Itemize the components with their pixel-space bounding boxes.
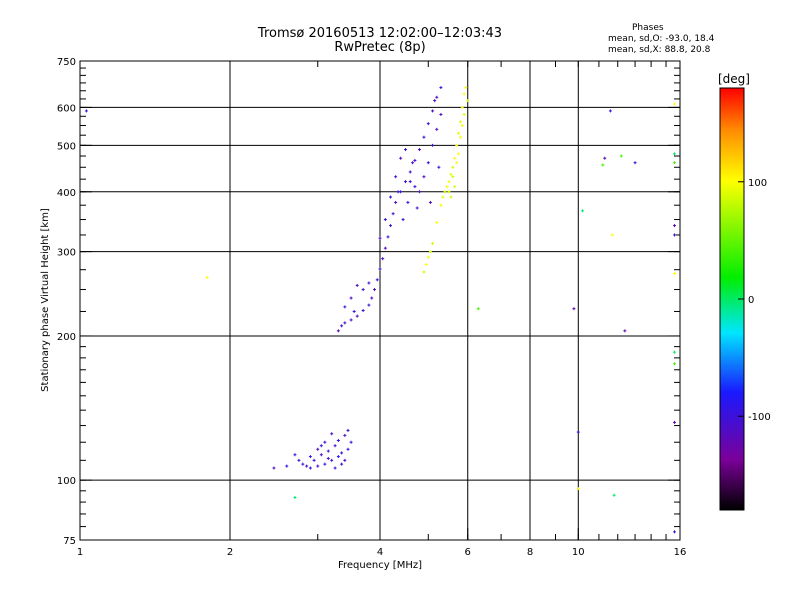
y-axis-label: Stationary phase Virtual Height [km] xyxy=(40,208,51,392)
colorbar-tick-label: 0 xyxy=(748,295,754,306)
y-tick-label: 100 xyxy=(57,476,76,487)
plot-frame xyxy=(79,60,681,541)
grid-lines xyxy=(80,61,680,540)
data-points xyxy=(84,86,677,534)
colorbar-label: [deg] xyxy=(718,72,750,86)
y-tick-label: 600 xyxy=(57,103,76,114)
colorbar-tick-label: 100 xyxy=(748,178,767,189)
colorbar-tick-label: -100 xyxy=(748,412,771,423)
x-axis-label: Frequency [MHz] xyxy=(338,560,422,571)
x-tick-label: 8 xyxy=(527,547,533,558)
colorbar-ticks: 100 0 -100 xyxy=(738,178,771,423)
y-tick-label: 75 xyxy=(63,536,76,547)
stats-x-mode: mean, sd,X: 88.8, 20.8 xyxy=(608,45,711,55)
y-tick-label: 750 xyxy=(57,57,76,68)
stats-heading: Phases xyxy=(632,23,664,33)
axis-ticks: 1 2 4 6 8 10 16 75 100 200 300 400 500 600 750 xyxy=(57,57,686,558)
x-tick-label: 10 xyxy=(572,547,585,558)
x-tick-label: 1 xyxy=(77,547,83,558)
x-tick-label: 4 xyxy=(377,547,383,558)
x-tick-label: 16 xyxy=(674,547,687,558)
x-tick-label: 6 xyxy=(465,547,471,558)
y-tick-label: 200 xyxy=(57,332,76,343)
chart-title-line1: Tromsø 20160513 12:02:00–12:03:43 xyxy=(257,26,503,41)
y-tick-label: 400 xyxy=(57,188,76,199)
y-tick-label: 300 xyxy=(57,248,76,259)
y-tick-label: 500 xyxy=(57,141,76,152)
x-tick-label: 2 xyxy=(227,547,233,558)
chart-title-line2: RwPretec (8p) xyxy=(334,40,426,55)
stats-o-mode: mean, sd,O: -93.0, 18.4 xyxy=(608,34,715,44)
